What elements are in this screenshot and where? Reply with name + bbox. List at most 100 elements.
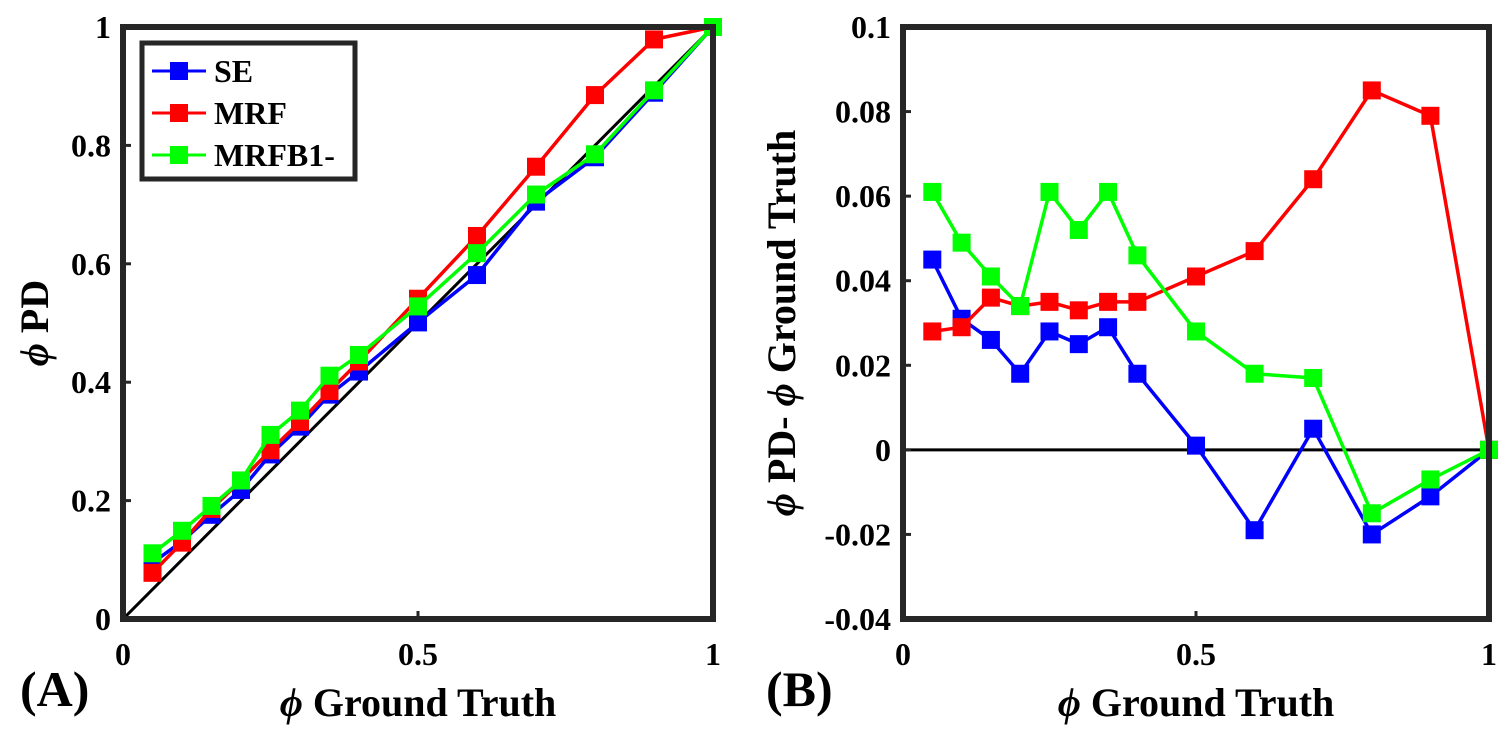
data-point-mrfb1: [1128, 246, 1147, 265]
chart-b-y-axis-phi-1: ϕ: [759, 493, 804, 516]
data-point-mrfb1: [320, 366, 339, 385]
chart-b-y-axis-phi-2: ϕ: [759, 383, 804, 406]
chart-a-x-axis-phi: ϕ: [280, 680, 303, 725]
legend-entry-mrf: MRF: [152, 95, 287, 131]
data-point-mrfb1: [645, 81, 663, 100]
data-point-se: [1069, 335, 1088, 354]
data-point-mrfb1: [1099, 182, 1118, 201]
y-tick-label: 0.04: [835, 263, 891, 299]
y-tick-label: 0: [95, 601, 111, 637]
chart-a-x-axis-label: ϕ Ground Truth: [280, 680, 557, 725]
chart-b-x-axis-label: ϕ Ground Truth: [1058, 680, 1335, 725]
data-point-mrfb1: [586, 145, 604, 164]
series-line-mrf: [932, 88, 1491, 451]
data-point-se: [1304, 419, 1323, 438]
y-tick-label: 0.08: [835, 94, 891, 130]
y-tick-label: 0.4: [71, 364, 111, 400]
y-tick-label: 0.02: [835, 347, 891, 383]
data-point-se: [1040, 322, 1059, 341]
data-point-se: [1421, 487, 1440, 506]
data-point-mrfb1: [1187, 322, 1205, 341]
x-tick-label: 1: [705, 636, 721, 672]
legend-marker-mrfb1: [170, 146, 188, 164]
data-point-mrfb1: [291, 401, 309, 420]
chart-a-x-axis-text: Ground Truth: [313, 680, 556, 725]
data-point-mrf: [1069, 301, 1088, 320]
data-point-mrfb1: [1011, 297, 1030, 316]
legend-marker-se: [170, 62, 188, 80]
data-point-mrf: [468, 226, 486, 245]
data-point-mrf: [143, 563, 162, 582]
y-tick-label: 0.8: [71, 127, 111, 163]
chart-b-y-ticks: -0.04 -0.02 0 0.02 0.04 0.06 0.08 0.1: [824, 9, 911, 637]
chart-b-x-axis-text: Ground Truth: [1091, 680, 1334, 725]
data-point-mrfb1: [1245, 364, 1264, 383]
chart-a-y-axis-label: ϕ PD: [12, 280, 57, 366]
data-point-mrf: [1040, 292, 1059, 311]
data-point-mrfb1: [981, 267, 1000, 286]
y-tick-label: -0.04: [824, 601, 891, 637]
legend-marker-mrf: [170, 104, 188, 122]
chart-a-x-ticks: 0 0.5 1: [115, 611, 721, 672]
data-point-mrf: [1187, 267, 1205, 286]
data-point-se: [1011, 364, 1030, 383]
chart-a-series-group: [143, 18, 722, 582]
legend-label-se: SE: [214, 53, 253, 89]
data-point-mrf: [527, 157, 545, 176]
data-point-mrfb1: [468, 244, 486, 263]
y-tick-label: 0: [875, 432, 891, 468]
data-point-mrfb1: [1362, 504, 1381, 523]
chart-a-y-ticks: 0 0.2 0.4 0.6 0.8 1: [71, 9, 131, 637]
legend-entry-mrfb1: MRFB1-: [152, 137, 335, 173]
chart-b-y-axis-text-2: Ground Truth: [759, 130, 804, 373]
data-point-mrf: [586, 86, 604, 105]
data-point-mrfb1: [1304, 368, 1323, 387]
legend-entry-se: SE: [152, 53, 253, 89]
chart-b-series-group: [923, 81, 1498, 544]
chart-a-legend: SE MRF MRFB1-: [139, 40, 358, 182]
data-point-mrfb1: [409, 297, 427, 316]
panel-label-b: (B): [766, 661, 833, 717]
data-point-mrfb1: [173, 521, 191, 540]
data-point-mrf: [1362, 81, 1381, 100]
data-point-mrf: [1304, 170, 1323, 189]
data-point-mrfb1: [232, 471, 250, 490]
chart-b-y-axis-label: ϕ PD- ϕ Ground Truth: [759, 130, 804, 516]
data-point-mrfb1: [527, 185, 545, 204]
data-point-mrfb1: [143, 544, 162, 563]
data-point-mrf: [320, 382, 339, 401]
data-point-mrfb1: [261, 425, 280, 444]
y-tick-label: 0.1: [851, 9, 891, 45]
chart-a-y-axis-phi: ϕ: [12, 343, 57, 366]
x-tick-label: 0: [895, 636, 911, 672]
data-point-se: [468, 266, 486, 285]
data-point-mrf: [1245, 242, 1264, 261]
data-point-se: [409, 313, 427, 332]
chart-a-y-axis-text: PD: [12, 280, 57, 333]
data-point-se: [1362, 525, 1381, 544]
y-tick-label: -0.02: [824, 516, 891, 552]
data-point-mrfb1: [1040, 182, 1059, 201]
legend-label-mrf: MRF: [214, 95, 287, 131]
data-point-mrf: [645, 30, 663, 49]
x-tick-label: 0.5: [398, 636, 438, 672]
data-point-se: [1099, 318, 1118, 337]
y-tick-label: 1: [95, 9, 111, 45]
data-point-se: [1128, 364, 1147, 383]
data-point-mrf: [261, 441, 280, 460]
data-point-mrf: [952, 318, 971, 337]
data-point-se: [981, 330, 1000, 349]
data-point-mrfb1: [1069, 220, 1088, 239]
chart-a: 0 0.5 1 00.20.40.60.81 SE MRF MRFB1- ϕ Gro…: [12, 9, 722, 725]
chart-b-y-axis-text-1: PD-: [759, 416, 804, 483]
y-tick-label: 0.06: [835, 178, 891, 214]
data-point-mrf: [1128, 292, 1147, 311]
data-point-mrf: [981, 288, 1000, 307]
data-point-mrfb1: [202, 496, 221, 515]
data-point-mrfb1: [1421, 470, 1440, 489]
data-point-se: [1187, 436, 1205, 455]
data-point-mrfb1: [350, 345, 368, 364]
data-point-mrf: [1421, 106, 1440, 125]
